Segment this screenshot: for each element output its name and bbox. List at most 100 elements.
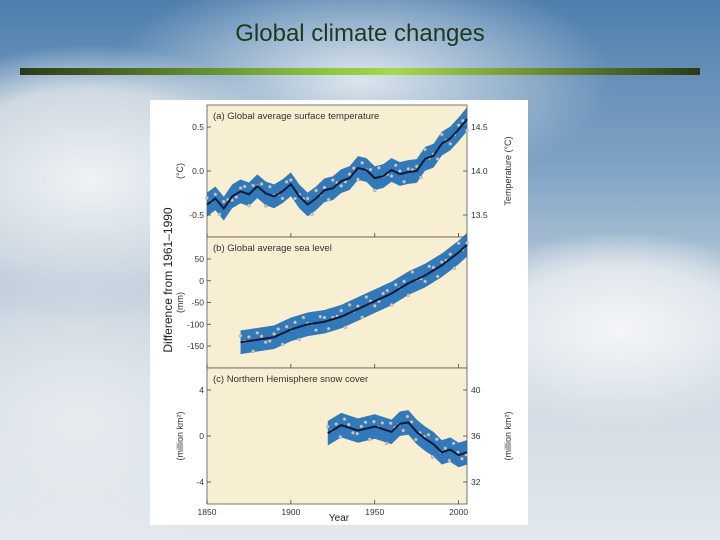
panel-b-data-point xyxy=(340,309,343,312)
panel-b-data-point xyxy=(361,316,364,319)
panel-b-ytick-label: 50 xyxy=(195,254,205,264)
panel-c-ytick-label: 4 xyxy=(199,385,204,395)
panel-b-data-point xyxy=(302,316,305,319)
panel-c-data-point xyxy=(452,442,455,445)
slide-title: Global climate changes xyxy=(0,20,720,48)
panel-a-data-point xyxy=(247,204,250,207)
panel-a-data-point xyxy=(352,166,355,169)
panel-a-data-point xyxy=(394,164,397,167)
panel-b-data-point xyxy=(277,327,280,330)
panel-a-data-point xyxy=(407,167,410,170)
climate-chart: Difference from 1961–1990 Year (a) Globa… xyxy=(150,100,528,525)
panel-c-data-point xyxy=(343,417,346,420)
panel-c-data-point xyxy=(368,438,371,441)
panel-a-data-point xyxy=(449,142,452,145)
climate-figure: Difference from 1961–1990 Year (a) Globa… xyxy=(150,100,528,525)
panel-a-ylabel: (°C) xyxy=(175,163,185,179)
panel-b-data-point xyxy=(344,326,347,329)
panel-c-y2tick-label: 32 xyxy=(471,477,481,487)
panel-a-data-point xyxy=(214,193,217,196)
panel-a-data-point xyxy=(436,157,439,160)
panel-c-data-point xyxy=(351,431,354,434)
panel-b-ytick-label: -100 xyxy=(187,319,204,329)
panel-a-data-point xyxy=(239,186,242,189)
panel-a-data-point xyxy=(390,174,393,177)
panel-a-data-point xyxy=(222,200,225,203)
panel-b-data-point xyxy=(323,316,326,319)
panel-c-data-point xyxy=(402,429,405,432)
panel-a-data-point xyxy=(419,176,422,179)
panel-b-data-point xyxy=(411,270,414,273)
panel-a-data-point xyxy=(327,198,330,201)
panel-c-data-point xyxy=(385,442,388,445)
panel-b-data-point xyxy=(252,350,255,353)
panel-a-data-point xyxy=(205,196,208,199)
panel-b-data-point xyxy=(272,332,275,335)
panel-a-data-point xyxy=(323,186,326,189)
panel-a-data-point xyxy=(373,189,376,192)
x-tick-label: 1900 xyxy=(281,507,300,517)
panel-b-title: (b) Global average sea level xyxy=(213,243,332,254)
panel-c-data-point xyxy=(435,438,438,441)
panel-a-y2label: Temperature (°C) xyxy=(503,136,513,205)
panel-a-data-point xyxy=(377,166,380,169)
panel-a-data-point xyxy=(340,184,343,187)
panel-b-data-point xyxy=(465,241,468,244)
panel-b-ylabel: (mm) xyxy=(175,292,185,313)
panel-c-y2tick-label: 36 xyxy=(471,431,481,441)
panel-c-data-point xyxy=(381,421,384,424)
panel-b-data-point xyxy=(423,280,426,283)
panel-c-data-point xyxy=(326,425,329,428)
panel-b-data-point xyxy=(268,339,271,342)
panel-c-data-point xyxy=(356,432,359,435)
panel-a-data-point xyxy=(235,196,238,199)
panel-a-data-point xyxy=(293,197,296,200)
panel-a-data-point xyxy=(281,197,284,200)
panel-a-data-point xyxy=(423,148,426,151)
panel-b-data-point xyxy=(256,331,259,334)
panel-a-y2tick-label: 14.5 xyxy=(471,122,488,132)
panel-b-data-point xyxy=(386,289,389,292)
panel-b-data-point xyxy=(382,292,385,295)
panel-a-title: (a) Global average surface temperature xyxy=(213,111,379,122)
panel-b-data-point xyxy=(260,335,263,338)
panel-b-data-point xyxy=(402,280,405,283)
panel-a-data-point xyxy=(243,185,246,188)
panel-b-data-point xyxy=(319,315,322,318)
panel-b-data-point xyxy=(453,266,456,269)
panel-a-data-point xyxy=(465,129,468,132)
panel-a-ytick-label: 0.0 xyxy=(192,166,204,176)
panel-b-data-point xyxy=(247,335,250,338)
panel-c-ytick-label: -4 xyxy=(196,477,204,487)
panel-b-data-point xyxy=(390,303,393,306)
panel-c-data-point xyxy=(448,459,451,462)
panel-b-data-point xyxy=(407,294,410,297)
panel-a-y2tick-label: 14.0 xyxy=(471,166,488,176)
panel-b-data-point xyxy=(373,304,376,307)
panel-c-title: (c) Northern Hemisphere snow cover xyxy=(213,374,368,385)
x-tick-label: 1950 xyxy=(365,507,384,517)
panel-a-data-point xyxy=(369,168,372,171)
panel-b-data-point xyxy=(356,305,359,308)
panel-a-data-point xyxy=(289,178,292,181)
panel-b-data-point xyxy=(457,242,460,245)
panel-a-data-point xyxy=(402,180,405,183)
panel-b-data-point xyxy=(348,303,351,306)
panel-c-data-point xyxy=(372,420,375,423)
panel-a-y2tick-label: 13.5 xyxy=(471,210,488,220)
panel-c-data-point xyxy=(339,435,342,438)
panel-b-data-point xyxy=(449,253,452,256)
x-axis-label: Year xyxy=(329,513,350,524)
shared-y-label: Difference from 1961–1990 xyxy=(161,207,175,353)
panel-c-data-point xyxy=(389,422,392,425)
panel-b-data-point xyxy=(365,295,368,298)
panel-c-data-point xyxy=(364,421,367,424)
panel-a-data-point xyxy=(398,170,401,173)
panel-c-data-point xyxy=(444,447,447,450)
panel-a-data-point xyxy=(252,184,255,187)
panel-b-data-point xyxy=(298,338,301,341)
panel-c-y2tick-label: 40 xyxy=(471,385,481,395)
panel-a-data-point xyxy=(415,165,418,168)
panel-a-ytick-label: 0.5 xyxy=(192,122,204,132)
panel-b-data-point xyxy=(285,325,288,328)
